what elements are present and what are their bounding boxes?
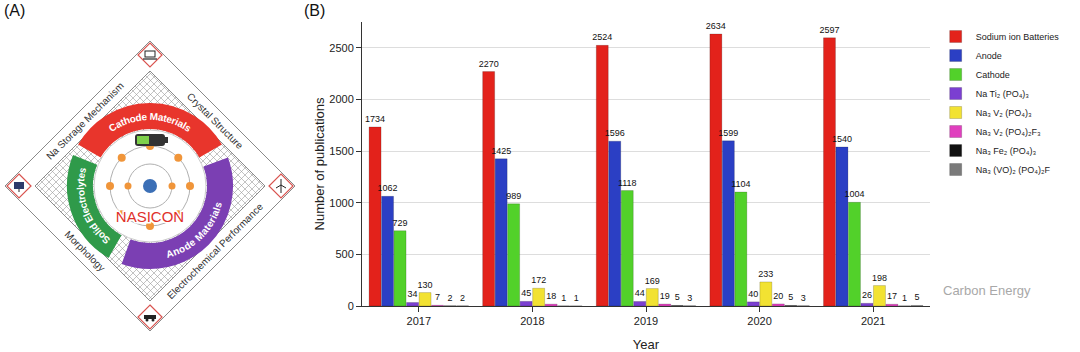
svg-text:Year: Year — [633, 337, 660, 352]
svg-text:40: 40 — [748, 289, 758, 299]
svg-text:198: 198 — [872, 273, 887, 283]
svg-text:1118: 1118 — [618, 178, 637, 188]
svg-text:1425: 1425 — [491, 146, 511, 156]
svg-text:34: 34 — [408, 289, 418, 299]
svg-text:Na₃ V₂ (PO₄)₂F₃: Na₃ V₂ (PO₄)₂F₃ — [976, 127, 1041, 137]
svg-text:0: 0 — [348, 300, 354, 312]
svg-text:1062: 1062 — [378, 183, 398, 193]
svg-text:729: 729 — [393, 218, 408, 228]
svg-text:45: 45 — [521, 288, 531, 298]
svg-text:1: 1 — [902, 293, 907, 303]
svg-text:2270: 2270 — [479, 59, 499, 69]
svg-text:18: 18 — [546, 291, 556, 301]
svg-text:1004: 1004 — [844, 189, 864, 199]
svg-text:1104: 1104 — [731, 179, 750, 189]
svg-text:17: 17 — [887, 291, 897, 301]
svg-text:2018: 2018 — [520, 315, 544, 327]
svg-text:1540: 1540 — [832, 134, 852, 144]
svg-text:1: 1 — [561, 293, 566, 303]
svg-text:3: 3 — [687, 293, 692, 303]
svg-text:2017: 2017 — [407, 315, 431, 327]
svg-text:19: 19 — [660, 291, 670, 301]
svg-text:1000: 1000 — [329, 197, 353, 209]
svg-text:Sodium ion Batteries: Sodium ion Batteries — [976, 32, 1060, 42]
svg-text:Na₃ (VO)₂ (PO₄)₂F: Na₃ (VO)₂ (PO₄)₂F — [976, 165, 1051, 175]
svg-text:2000: 2000 — [329, 93, 353, 105]
svg-text:2020: 2020 — [747, 315, 771, 327]
svg-text:2: 2 — [448, 293, 453, 303]
svg-text:Na Ti₂ (PO₄)₃: Na Ti₂ (PO₄)₃ — [976, 89, 1030, 99]
svg-text:Crystal Structure: Crystal Structure — [184, 90, 246, 152]
svg-text:1: 1 — [574, 293, 579, 303]
svg-text:2: 2 — [460, 293, 465, 303]
svg-text:26: 26 — [862, 290, 872, 300]
svg-text:Cathode: Cathode — [976, 70, 1010, 80]
svg-text:1500: 1500 — [329, 145, 353, 157]
svg-text:Cathode Materials: Cathode Materials — [106, 111, 194, 134]
svg-text:Anode Materials: Anode Materials — [164, 200, 224, 260]
svg-text:7: 7 — [435, 292, 440, 302]
svg-text:Electrochemical Performance: Electrochemical Performance — [165, 201, 266, 302]
svg-text:2524: 2524 — [592, 32, 612, 42]
svg-text:172: 172 — [531, 275, 546, 285]
svg-text:Na₃ V₂ (PO₄)₃: Na₃ V₂ (PO₄)₃ — [976, 108, 1032, 118]
svg-text:Carbon Energy: Carbon Energy — [943, 283, 1031, 298]
svg-text:233: 233 — [758, 269, 773, 279]
svg-text:2500: 2500 — [329, 42, 353, 54]
svg-text:130: 130 — [418, 280, 433, 290]
svg-text:169: 169 — [645, 276, 660, 286]
svg-text:989: 989 — [506, 191, 521, 201]
svg-text:Anode: Anode — [976, 51, 1002, 61]
svg-text:5: 5 — [675, 292, 680, 302]
svg-text:1734: 1734 — [365, 114, 385, 124]
svg-text:2597: 2597 — [819, 25, 839, 35]
svg-text:5: 5 — [914, 292, 919, 302]
svg-text:Morphology: Morphology — [62, 228, 108, 274]
svg-text:Na₃ Fe₂ (PO₄)₃: Na₃ Fe₂ (PO₄)₃ — [976, 146, 1037, 156]
svg-text:2021: 2021 — [861, 315, 885, 327]
svg-text:Na Storage Mechanism: Na Storage Mechanism — [44, 80, 126, 162]
svg-text:44: 44 — [635, 288, 645, 298]
svg-text:500: 500 — [335, 248, 353, 260]
svg-text:Number of publications: Number of publications — [312, 97, 327, 230]
svg-text:NASICON: NASICON — [116, 208, 184, 225]
svg-text:20: 20 — [773, 291, 783, 301]
html-text:(B): (B) — [304, 2, 326, 19]
svg-text:5: 5 — [788, 292, 793, 302]
svg-text:1596: 1596 — [605, 128, 625, 138]
svg-text:Solid Electrolytes: Solid Electrolytes — [74, 166, 112, 247]
svg-text:2019: 2019 — [634, 315, 658, 327]
html-text:(A): (A) — [4, 2, 26, 19]
svg-text:1599: 1599 — [718, 128, 738, 138]
svg-text:3: 3 — [801, 293, 806, 303]
svg-text:2634: 2634 — [706, 21, 726, 31]
